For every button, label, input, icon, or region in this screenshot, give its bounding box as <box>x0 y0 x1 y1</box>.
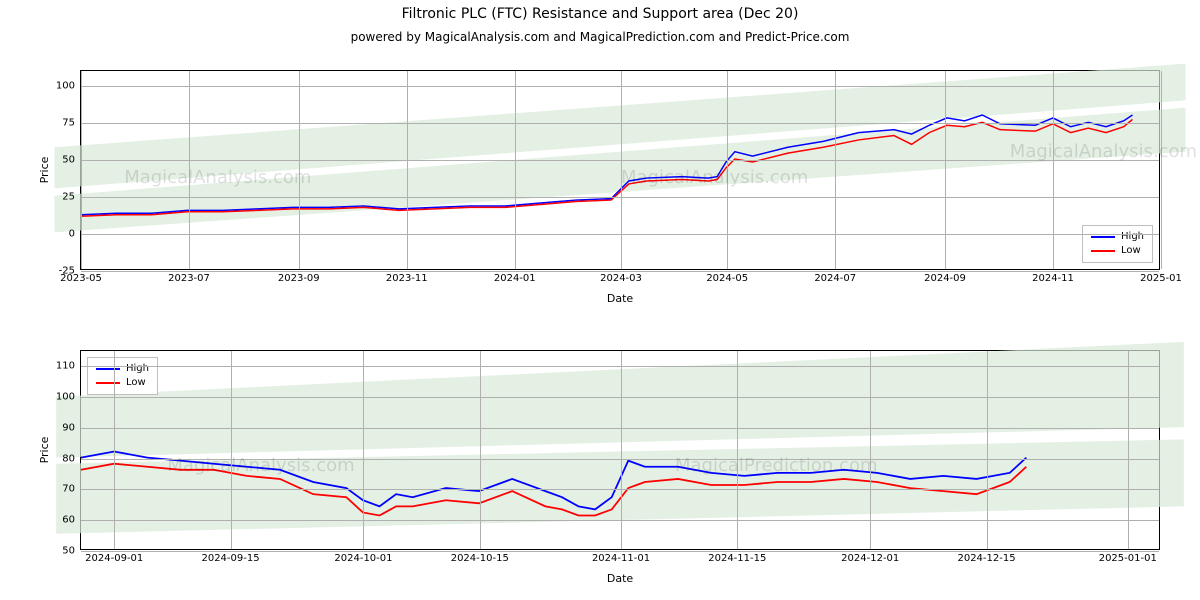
legend-item-high: High <box>1091 230 1144 244</box>
x-tick-label: 2024-11-01 <box>592 549 650 564</box>
resistance-band <box>56 342 1184 458</box>
x-tick-label: 2024-11-15 <box>708 549 766 564</box>
y-tick-label: 90 <box>62 422 81 433</box>
x-tick-label: 2024-01 <box>494 269 536 284</box>
chart-title: Filtronic PLC (FTC) Resistance and Suppo… <box>0 6 1200 22</box>
x-axis-label: Date <box>607 572 633 585</box>
figure: Filtronic PLC (FTC) Resistance and Suppo… <box>0 0 1200 600</box>
x-tick-label: 2024-09-01 <box>85 549 143 564</box>
y-tick-label: 25 <box>62 191 81 202</box>
bottom-chart: Price Date High Low 50607080901001102024… <box>80 350 1160 550</box>
y-tick-label: 110 <box>56 361 81 372</box>
legend-label: Low <box>126 376 146 390</box>
x-tick-label: 2024-10-01 <box>334 549 392 564</box>
y-tick-label: 100 <box>56 392 81 403</box>
grid-line <box>81 160 1159 161</box>
grid-line <box>81 459 1159 460</box>
legend-label: High <box>126 362 149 376</box>
grid-line <box>81 123 1159 124</box>
x-tick-label: 2023-05 <box>60 269 102 284</box>
grid-line <box>299 71 300 269</box>
grid-line <box>81 197 1159 198</box>
grid-line <box>81 489 1159 490</box>
grid-line <box>81 397 1159 398</box>
grid-line <box>114 351 115 549</box>
grid-line <box>81 428 1159 429</box>
grid-line <box>727 71 728 269</box>
y-axis-label: Price <box>38 437 51 464</box>
x-tick-label: 2023-11 <box>386 269 428 284</box>
legend: High Low <box>87 357 158 395</box>
x-tick-label: 2023-07 <box>168 269 210 284</box>
legend-item-high: High <box>96 362 149 376</box>
grid-line <box>835 71 836 269</box>
x-axis-label: Date <box>607 292 633 305</box>
legend-label: High <box>1121 230 1144 244</box>
x-tick-label: 2024-12-15 <box>957 549 1015 564</box>
grid-line <box>407 71 408 269</box>
y-tick-label: 0 <box>69 228 81 239</box>
grid-line <box>81 234 1159 235</box>
grid-line <box>363 351 364 549</box>
y-tick-label: 100 <box>56 80 81 91</box>
x-tick-label: 2024-07 <box>814 269 856 284</box>
y-axis-label: Price <box>38 157 51 184</box>
grid-line <box>231 351 232 549</box>
x-tick-label: 2025-01-01 <box>1099 549 1157 564</box>
x-tick-label: 2025-01 <box>1140 269 1182 284</box>
grid-line <box>1053 71 1054 269</box>
y-tick-label: 50 <box>62 154 81 165</box>
grid-line <box>81 71 82 269</box>
grid-line <box>81 520 1159 521</box>
x-tick-label: 2023-09 <box>278 269 320 284</box>
grid-line <box>870 351 871 549</box>
grid-line <box>987 351 988 549</box>
grid-line <box>189 71 190 269</box>
x-tick-label: 2024-09-15 <box>201 549 259 564</box>
x-tick-label: 2024-11 <box>1032 269 1074 284</box>
y-tick-label: 70 <box>62 484 81 495</box>
legend-label: Low <box>1121 244 1141 258</box>
legend: High Low <box>1082 225 1153 263</box>
legend-item-low: Low <box>96 376 149 390</box>
grid-line <box>945 71 946 269</box>
grid-line <box>515 71 516 269</box>
x-tick-label: 2024-05 <box>706 269 748 284</box>
x-tick-label: 2024-12-01 <box>841 549 899 564</box>
grid-line <box>81 86 1159 87</box>
grid-line <box>621 351 622 549</box>
y-tick-label: 60 <box>62 515 81 526</box>
chart-subtitle: powered by MagicalAnalysis.com and Magic… <box>0 30 1200 44</box>
grid-line <box>81 366 1159 367</box>
y-tick-label: 80 <box>62 453 81 464</box>
x-tick-label: 2024-09 <box>924 269 966 284</box>
y-tick-label: 50 <box>62 546 81 557</box>
x-tick-label: 2024-10-15 <box>451 549 509 564</box>
grid-line <box>1128 351 1129 549</box>
grid-line <box>737 351 738 549</box>
x-tick-label: 2024-03 <box>600 269 642 284</box>
top-chart: Price Date High Low -2502550751002023-05… <box>80 70 1160 270</box>
grid-line <box>621 71 622 269</box>
grid-line <box>1161 71 1162 269</box>
grid-line <box>480 351 481 549</box>
y-tick-label: 75 <box>62 117 81 128</box>
legend-item-low: Low <box>1091 244 1144 258</box>
